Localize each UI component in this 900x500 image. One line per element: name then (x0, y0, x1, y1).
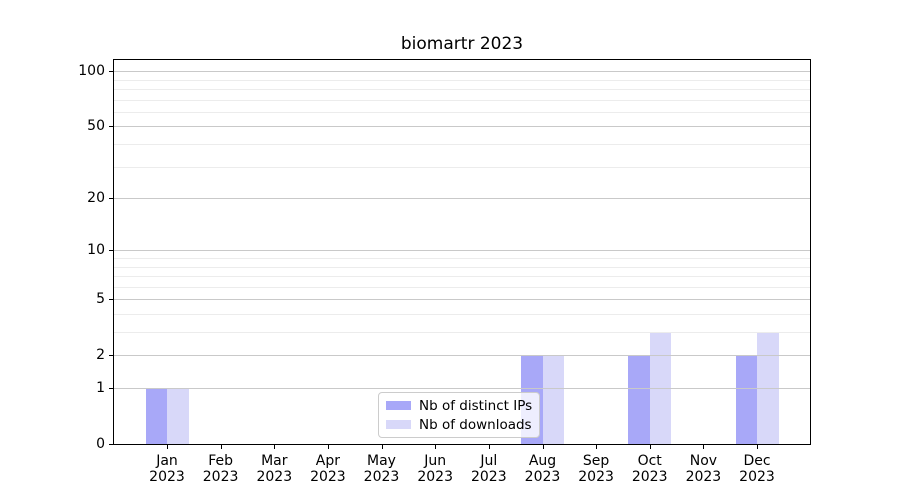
gridline-major (114, 250, 810, 252)
y-tick-label: 2 (96, 347, 105, 364)
gridline-major (114, 388, 810, 389)
y-tick (109, 355, 113, 357)
gridline-minor (114, 314, 810, 315)
x-tick-label: May 2023 (363, 453, 400, 485)
plot-area (114, 60, 810, 444)
x-tick (220, 445, 222, 449)
bar-downloads-jan-2023 (167, 388, 189, 444)
y-tick (109, 71, 113, 73)
x-tick (435, 445, 437, 449)
x-tick (274, 445, 276, 449)
y-tick-label: 10 (87, 242, 105, 259)
gridline-major (114, 299, 810, 301)
x-tick (381, 445, 383, 449)
x-tick-label: Jul 2023 (470, 453, 507, 485)
legend-item-downloads: Nb of downloads (386, 417, 539, 433)
gridline-minor (114, 89, 810, 90)
x-tick-label: Apr 2023 (310, 453, 346, 485)
legend: Nb of distinct IPs Nb of downloads (378, 392, 540, 438)
x-tick-label: Nov 2023 (685, 453, 722, 485)
legend-label-downloads: Nb of downloads (419, 416, 532, 433)
y-tick (109, 126, 113, 128)
gridline-major (114, 126, 810, 128)
gridline-minor (114, 276, 810, 277)
legend-swatch-downloads (386, 420, 411, 429)
x-tick-label: Dec 2023 (739, 453, 775, 485)
bar-downloads-aug-2023 (542, 355, 564, 444)
x-tick (703, 445, 705, 449)
x-tick (488, 445, 490, 449)
gridline-minor (114, 79, 810, 81)
y-tick-label: 5 (96, 291, 105, 308)
gridline-minor (114, 111, 810, 113)
gridline-major (114, 71, 810, 73)
gridline-minor (114, 266, 810, 268)
gridline-minor (114, 286, 810, 288)
gridline-major (114, 355, 810, 357)
y-tick-label: 20 (87, 190, 105, 207)
y-tick (109, 299, 113, 301)
x-tick-label: Sep 2023 (578, 453, 614, 485)
gridline-minor (114, 258, 810, 259)
bar-distinct-ips-dec-2023 (735, 355, 757, 444)
y-tick-label: 0 (96, 436, 105, 452)
gridline-minor (114, 332, 810, 333)
x-tick-label: Feb 2023 (202, 453, 239, 485)
bar-distinct-ips-jan-2023 (145, 388, 167, 444)
legend-swatch-distinct-ips (386, 401, 411, 410)
y-tick (109, 444, 113, 445)
gridline-minor (114, 99, 810, 101)
gridline-major (114, 198, 810, 200)
x-tick (542, 445, 544, 449)
y-tick (109, 388, 113, 389)
gridline-minor (114, 166, 810, 168)
x-tick-label: Oct 2023 (631, 453, 668, 485)
x-tick-label: Jan 2023 (149, 453, 185, 485)
x-tick (757, 445, 758, 449)
x-tick-label: Mar 2023 (256, 453, 293, 485)
y-tick-label: 100 (78, 63, 105, 80)
x-tick (327, 445, 329, 449)
gridline-minor (114, 144, 810, 145)
bar-distinct-ips-oct-2023 (628, 355, 650, 444)
x-tick-label: Aug 2023 (524, 453, 561, 485)
x-tick (596, 445, 598, 449)
chart-title: biomartr 2023 (400, 34, 524, 54)
y-tick (109, 250, 113, 252)
y-tick-label: 50 (87, 118, 105, 135)
legend-item-distinct-ips: Nb of distinct IPs (386, 398, 539, 414)
x-tick (167, 445, 168, 449)
y-tick (109, 198, 113, 200)
x-tick-label: Jun 2023 (417, 453, 453, 485)
x-tick (649, 445, 651, 449)
legend-label-distinct-ips: Nb of distinct IPs (419, 397, 533, 414)
y-tick-label: 1 (96, 380, 105, 396)
